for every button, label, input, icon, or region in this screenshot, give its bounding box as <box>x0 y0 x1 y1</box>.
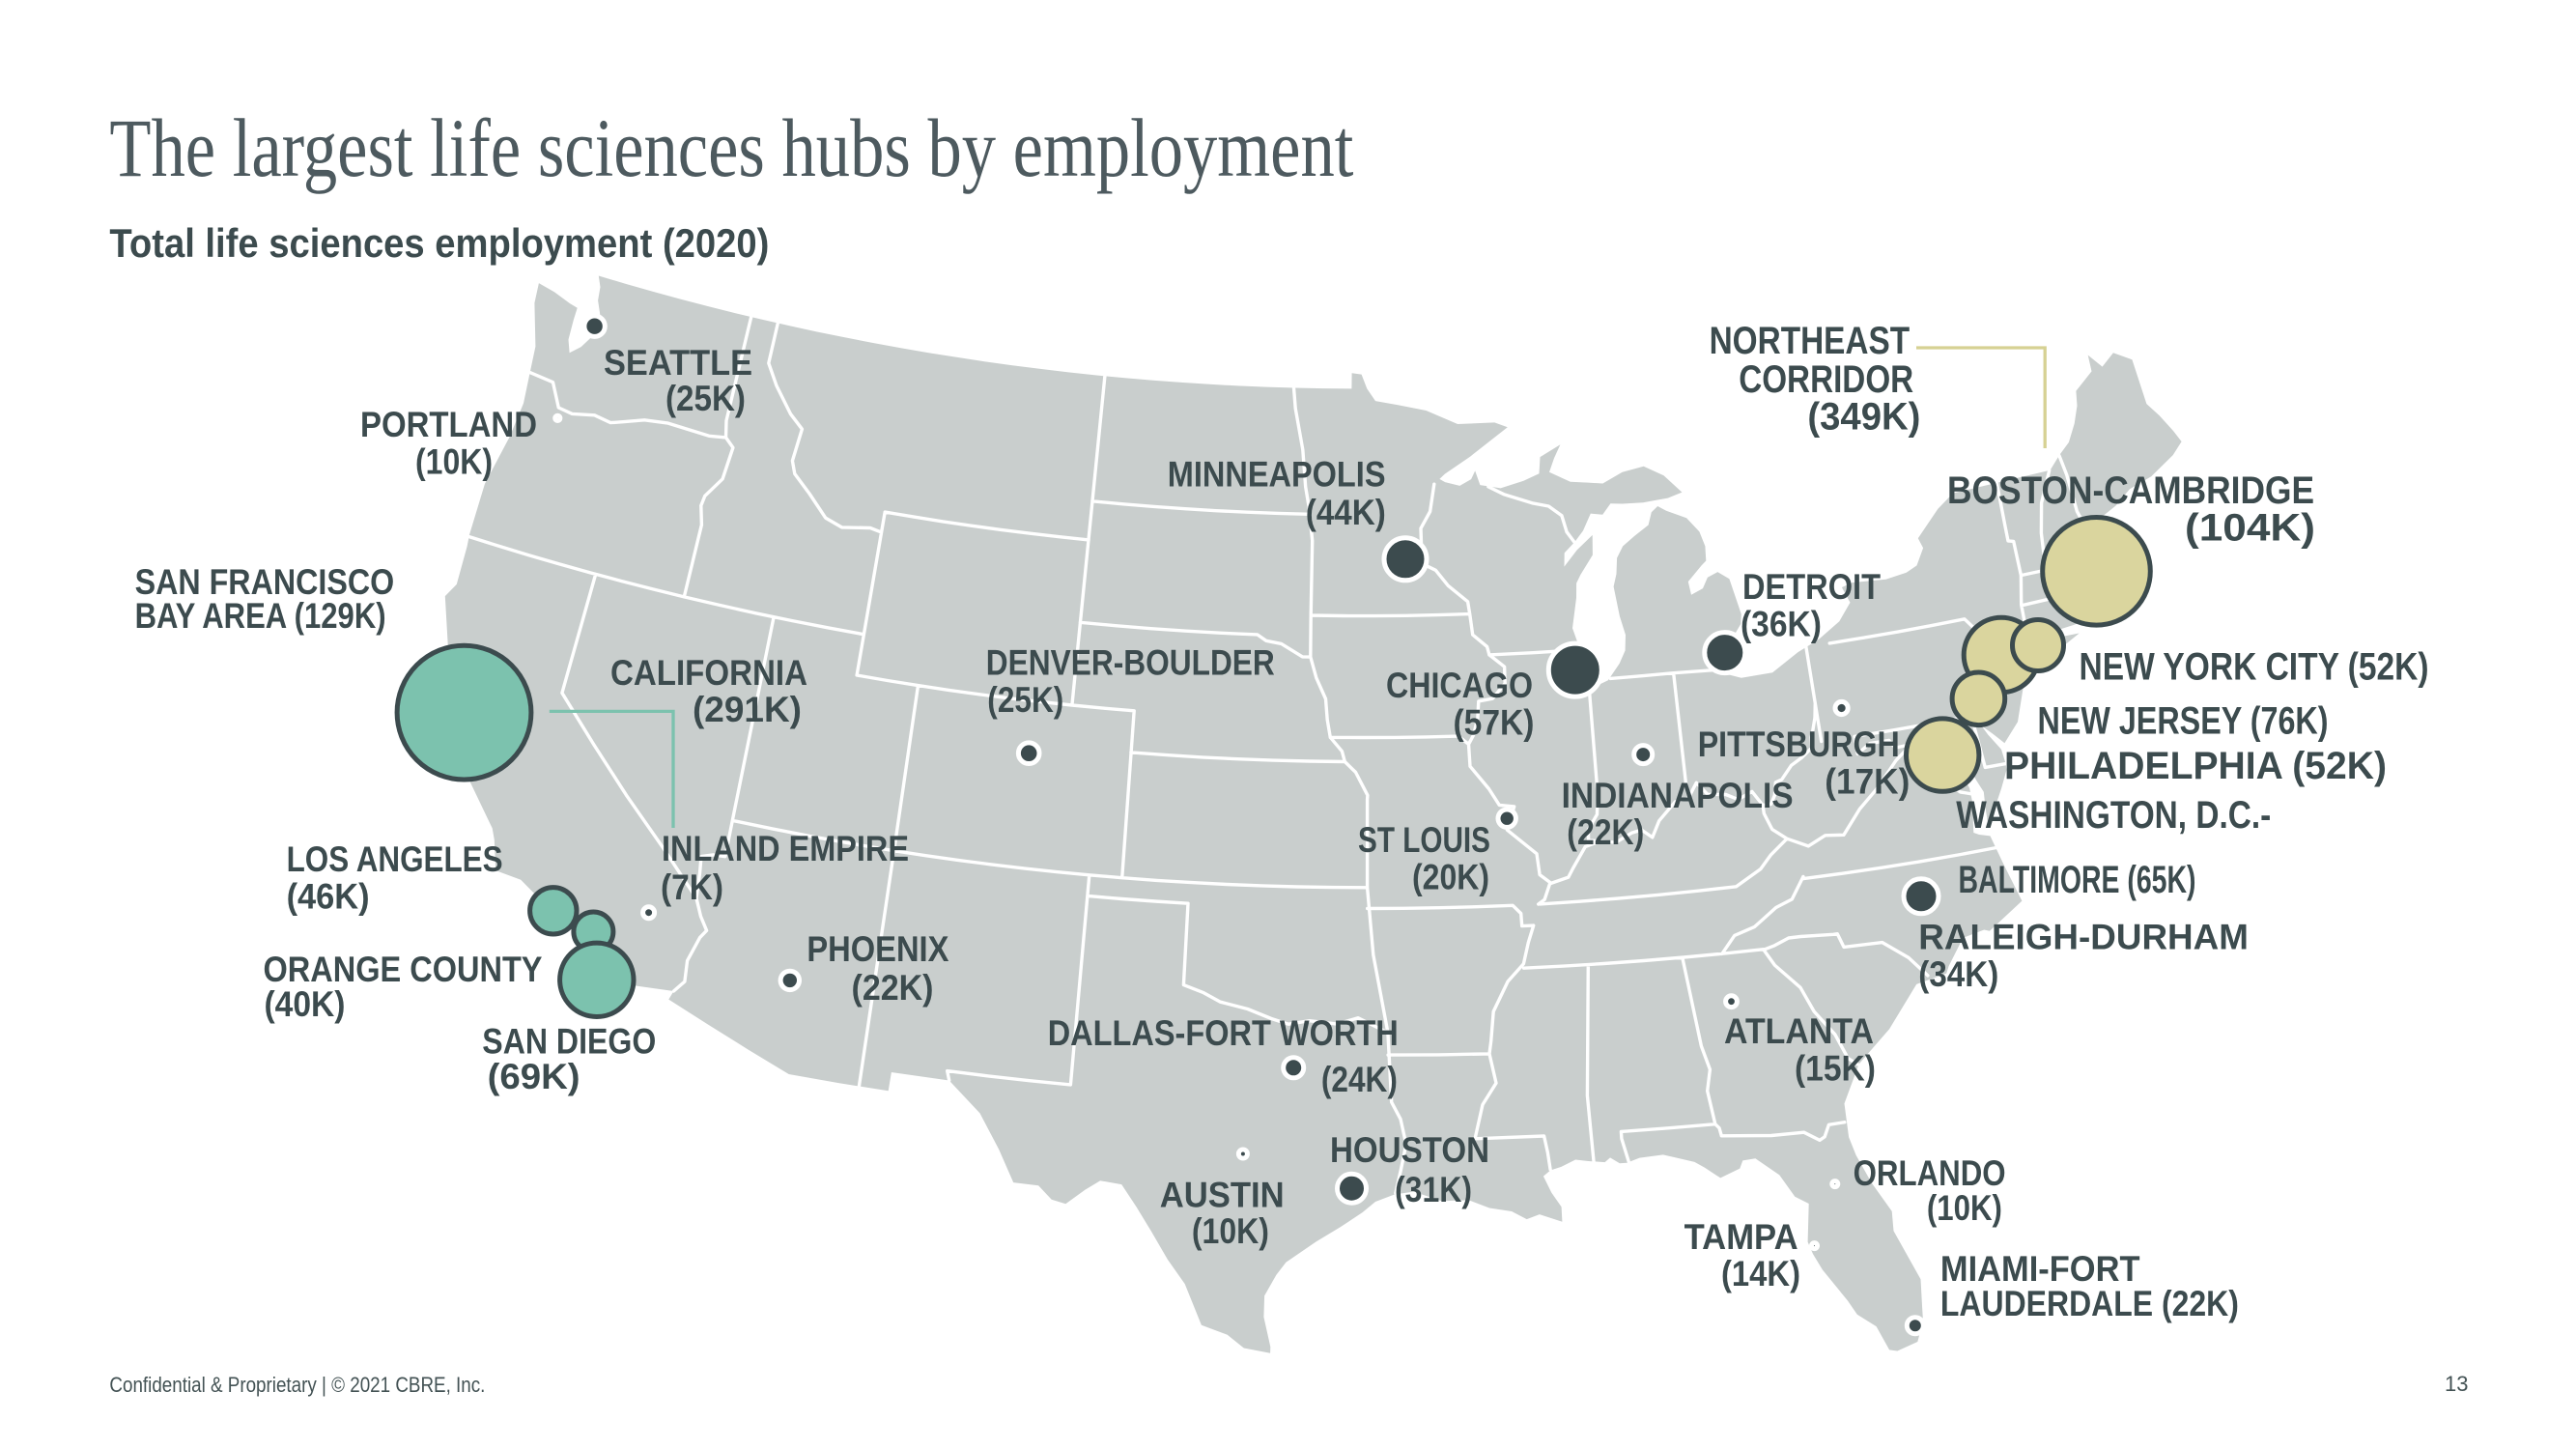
svg-text:ORLANDO: ORLANDO <box>1854 1153 2006 1193</box>
svg-text:INLAND EMPIRE: INLAND EMPIRE <box>662 829 909 868</box>
svg-text:(291K): (291K) <box>693 690 802 729</box>
svg-text:DETROIT: DETROIT <box>1742 567 1881 607</box>
svg-text:(57K): (57K) <box>1454 703 1535 743</box>
svg-text:(22K): (22K) <box>1567 812 1644 852</box>
svg-text:Total life sciences employment: Total life sciences employment (2020) <box>109 220 769 266</box>
svg-text:NEW YORK CITY (52K): NEW YORK CITY (52K) <box>2080 646 2429 689</box>
svg-text:(25K): (25K) <box>987 680 1063 720</box>
svg-text:BAY AREA (129K): BAY AREA (129K) <box>135 596 386 636</box>
svg-text:(44K): (44K) <box>1306 493 1386 532</box>
svg-text:13: 13 <box>2445 1372 2468 1396</box>
svg-text:NORTHEAST: NORTHEAST <box>1710 320 1911 362</box>
svg-text:(22K): (22K) <box>852 968 934 1008</box>
svg-text:LOS ANGELES: LOS ANGELES <box>287 839 503 879</box>
svg-text:ORANGE COUNTY: ORANGE COUNTY <box>264 950 543 989</box>
svg-text:(25K): (25K) <box>665 379 746 418</box>
svg-text:DENVER-BOULDER: DENVER-BOULDER <box>986 643 1275 683</box>
svg-text:Confidential & Proprietary | ©: Confidential & Proprietary | © 2021 CBRE… <box>109 1373 485 1397</box>
svg-text:(36K): (36K) <box>1741 605 1822 644</box>
svg-text:(20K): (20K) <box>1412 858 1489 897</box>
svg-text:PHILADELPHIA (52K): PHILADELPHIA (52K) <box>2004 745 2387 787</box>
svg-text:(10K): (10K) <box>1192 1211 1269 1251</box>
svg-text:(7K): (7K) <box>661 867 723 907</box>
svg-text:CORRIDOR: CORRIDOR <box>1739 358 1913 401</box>
svg-text:(15K): (15K) <box>1795 1049 1876 1089</box>
svg-text:BALTIMORE (65K): BALTIMORE (65K) <box>1959 859 2196 901</box>
svg-text:SEATTLE: SEATTLE <box>604 343 752 383</box>
svg-text:BOSTON-CAMBRIDGE: BOSTON-CAMBRIDGE <box>1947 469 2314 512</box>
svg-text:CALIFORNIA: CALIFORNIA <box>610 653 807 693</box>
svg-text:PHOENIX: PHOENIX <box>807 929 948 969</box>
svg-text:(10K): (10K) <box>1927 1188 2002 1228</box>
svg-text:SAN DIEGO: SAN DIEGO <box>482 1022 656 1062</box>
svg-text:LAUDERDALE (22K): LAUDERDALE (22K) <box>1940 1284 2239 1323</box>
svg-text:SAN FRANCISCO: SAN FRANCISCO <box>135 562 395 602</box>
svg-text:MIAMI-FORT: MIAMI-FORT <box>1940 1249 2140 1289</box>
svg-text:DALLAS-FORT WORTH: DALLAS-FORT WORTH <box>1048 1013 1399 1053</box>
svg-text:ATLANTA: ATLANTA <box>1724 1011 1874 1051</box>
svg-text:(349K): (349K) <box>1807 396 1920 439</box>
svg-text:RALEIGH-DURHAM: RALEIGH-DURHAM <box>1918 918 2249 957</box>
svg-text:MINNEAPOLIS: MINNEAPOLIS <box>1168 455 1386 495</box>
svg-text:TAMPA: TAMPA <box>1684 1217 1798 1257</box>
svg-text:(24K): (24K) <box>1321 1060 1398 1099</box>
svg-text:WASHINGTON, D.C.-: WASHINGTON, D.C.- <box>1956 794 2271 837</box>
svg-text:(104K): (104K) <box>2185 507 2315 550</box>
svg-text:PORTLAND: PORTLAND <box>360 405 537 444</box>
svg-text:(34K): (34K) <box>1918 954 1998 994</box>
svg-text:CHICAGO: CHICAGO <box>1386 666 1533 705</box>
svg-text:(14K): (14K) <box>1721 1254 1800 1293</box>
svg-text:(31K): (31K) <box>1395 1170 1472 1209</box>
svg-text:ST LOUIS: ST LOUIS <box>1358 820 1490 860</box>
svg-text:(69K): (69K) <box>488 1057 580 1096</box>
svg-text:(40K): (40K) <box>265 984 346 1024</box>
svg-text:PITTSBURGH: PITTSBURGH <box>1698 724 1900 764</box>
svg-text:AUSTIN: AUSTIN <box>1160 1176 1285 1215</box>
svg-text:(46K): (46K) <box>287 877 370 917</box>
svg-text:(17K): (17K) <box>1825 762 1910 802</box>
svg-text:(10K): (10K) <box>415 442 493 482</box>
svg-text:HOUSTON: HOUSTON <box>1330 1130 1489 1170</box>
svg-text:NEW JERSEY (76K): NEW JERSEY (76K) <box>2038 700 2329 743</box>
svg-text:INDIANAPOLIS: INDIANAPOLIS <box>1562 776 1794 815</box>
svg-text:The largest life sciences hubs: The largest life sciences hubs by employ… <box>109 101 1353 194</box>
